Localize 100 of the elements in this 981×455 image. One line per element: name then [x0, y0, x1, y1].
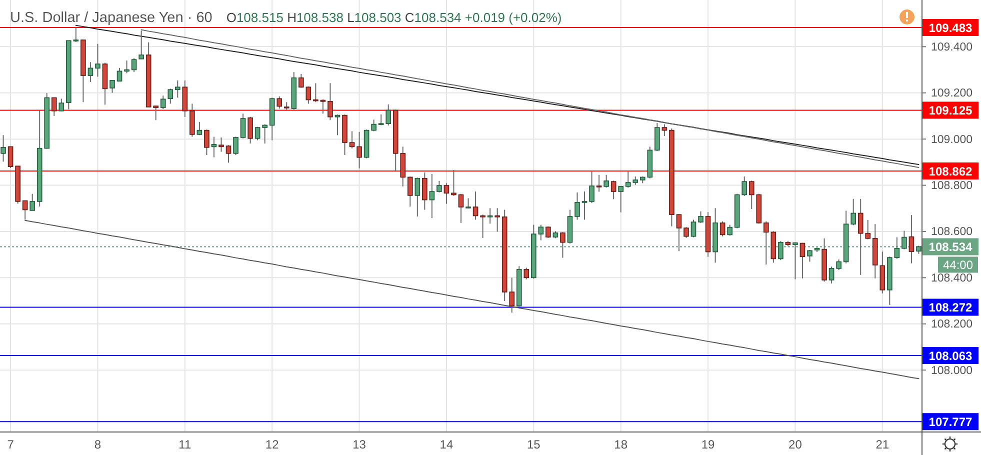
candlestick [684, 226, 689, 238]
ref-line-label: 108.272 [928, 300, 973, 315]
candlestick [371, 119, 376, 132]
candlestick [276, 96, 282, 110]
candlestick [690, 219, 696, 238]
candlestick [407, 176, 413, 208]
candlestick [836, 258, 842, 271]
candlestick [610, 180, 616, 200]
candlestick [414, 177, 420, 217]
candlestick [196, 121, 202, 136]
candlestick [313, 82, 318, 103]
candlestick [349, 130, 355, 149]
candlestick [88, 62, 94, 83]
candlestick [509, 277, 515, 314]
candlestick [116, 67, 122, 82]
candlestick [720, 220, 726, 237]
candlestick [727, 224, 732, 236]
candlestick [240, 113, 246, 139]
x-tick-label: 21 [876, 438, 890, 452]
candlestick [174, 80, 180, 98]
candlestick [386, 104, 391, 126]
ref-line-label: 108.534 [928, 240, 973, 254]
candlestick [131, 58, 137, 73]
candlestick [51, 96, 57, 116]
candlestick [204, 129, 210, 156]
candlestick [908, 214, 914, 264]
y-tick-label: 109.400 [931, 41, 973, 54]
candlestick [850, 198, 856, 226]
candlestick [792, 242, 798, 280]
x-tick-label: 7 [7, 438, 14, 452]
candlestick [248, 116, 253, 144]
ref-line-label: 107.777 [928, 414, 973, 429]
line-series [24, 220, 920, 380]
candlestick [436, 180, 442, 193]
candlestick [560, 232, 566, 258]
ref-line-label: 109.483 [928, 20, 973, 35]
candlestick [218, 136, 224, 152]
candlestick [494, 208, 500, 232]
ref-line-label: 108.063 [928, 348, 973, 363]
candlestick [487, 208, 493, 224]
x-tick-label: 18 [614, 438, 628, 452]
x-tick-label: 12 [265, 438, 280, 452]
candlestick [618, 185, 624, 213]
candlestick [466, 198, 471, 209]
candlestick [153, 105, 158, 121]
candlestick [444, 182, 450, 204]
candlestick [589, 171, 594, 204]
candlestick [8, 146, 14, 168]
candlestick [226, 144, 232, 164]
candlestick [110, 80, 115, 94]
candlestick [422, 172, 428, 210]
candlestick [604, 174, 609, 188]
y-tick-label: 108.400 [931, 272, 973, 284]
candlestick [306, 86, 312, 104]
x-tick-label: 8 [94, 438, 102, 452]
candlestick [0, 134, 6, 162]
x-tick-label: 15 [526, 438, 541, 452]
candlestick [807, 249, 812, 262]
candlestick [480, 214, 486, 238]
candlestick [30, 193, 35, 211]
x-tick-label: 19 [701, 438, 716, 452]
text: 44:00 [942, 258, 974, 272]
y-tick-label: 108.000 [931, 364, 973, 377]
candlestick [95, 43, 100, 78]
candlestick [538, 224, 544, 241]
candlestick [676, 214, 682, 252]
candlestick [356, 131, 362, 169]
x-tick-label: 20 [788, 438, 802, 452]
text: U.S. Dollar / Japanese Yen · 60 [10, 10, 212, 26]
candlestick [58, 98, 64, 112]
candlestick [458, 193, 464, 224]
candlestick [574, 192, 580, 220]
candlestick [894, 236, 900, 260]
candlestick [124, 60, 130, 74]
ref-line-label: 109.125 [928, 104, 973, 118]
y-tick-label: 108.200 [931, 318, 973, 331]
candlestick [233, 136, 238, 156]
candlestick [73, 26, 79, 43]
y-tick-label: 109.200 [931, 88, 973, 100]
candlestick [828, 266, 834, 284]
y-tick-label: 108.800 [931, 180, 973, 192]
candlestick [211, 136, 217, 158]
candlestick [662, 124, 668, 137]
x-tick-label: 13 [352, 438, 366, 452]
x-tick-label: 11 [178, 438, 192, 452]
candlestick [742, 176, 748, 196]
candlestick [429, 173, 435, 219]
candlestick [190, 103, 195, 138]
candlestick [298, 73, 304, 88]
candlestick [334, 114, 340, 136]
candlestick [182, 80, 188, 118]
ref-line-label: 108.862 [928, 164, 973, 178]
text: O108.515 H108.538 L108.503 C108.534 +0.019 (+0.02%) [226, 10, 562, 25]
candlestick [800, 242, 806, 279]
x-tick-label: 14 [440, 438, 454, 452]
candlestick [22, 200, 28, 220]
candlestick [262, 124, 268, 144]
candlestick [328, 82, 333, 121]
candlestick [764, 220, 769, 266]
candlestick [472, 191, 478, 220]
